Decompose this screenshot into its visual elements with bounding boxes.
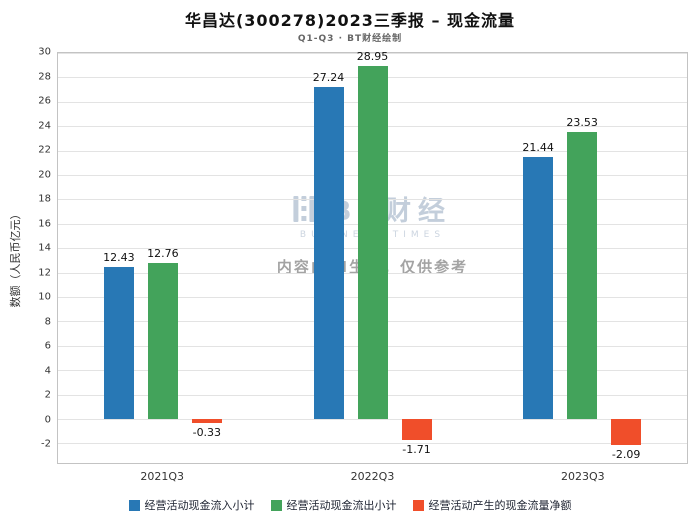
- y-tick-label: 30: [38, 46, 51, 58]
- y-tick-label: 4: [44, 365, 51, 377]
- bar-value-label: 21.44: [522, 141, 554, 155]
- y-tick-label: 24: [38, 120, 51, 132]
- bar-2023Q3-series2: [611, 419, 642, 445]
- y-tick-label: 10: [38, 291, 51, 303]
- legend-item-1: 经营活动现金流出小计: [270, 497, 397, 513]
- legend-swatch: [412, 499, 424, 511]
- bar-value-label: 12.43: [103, 251, 135, 265]
- gridline: [58, 443, 687, 445]
- bar-value-label: -0.33: [192, 426, 222, 440]
- bar-value-label: -2.09: [611, 447, 641, 461]
- bar-2022Q3-series1: [357, 65, 388, 420]
- y-tick-label: 8: [44, 316, 51, 328]
- bar-2022Q3-series0: [313, 86, 344, 420]
- bar-value-label: 28.95: [356, 49, 389, 63]
- bar-2023Q3-series0: [523, 157, 554, 420]
- legend-swatch: [128, 499, 140, 511]
- bar-2021Q3-series1: [147, 263, 178, 420]
- chart-title: 华昌达(300278)2023三季报 – 现金流量: [184, 11, 516, 30]
- gridline: [58, 419, 687, 421]
- bar-value-label: 23.53: [566, 115, 598, 129]
- y-tick-label: 2: [44, 389, 51, 401]
- legend-label: 经营活动产生的现金流量净额: [428, 499, 572, 512]
- bar-2023Q3-series1: [567, 131, 598, 420]
- y-tick-label: 22: [38, 144, 51, 156]
- legend-item-0: 经营活动现金流入小计: [128, 497, 255, 513]
- y-tick-label: 6: [44, 340, 51, 352]
- legend: 经营活动现金流入小计 经营活动现金流出小计 经营活动产生的现金流量净额: [0, 497, 700, 513]
- x-axis-labels: 2021Q3 2022Q3 2023Q3: [57, 470, 688, 486]
- x-tick-label: 2021Q3: [140, 470, 184, 483]
- y-tick-label: 18: [38, 193, 51, 205]
- y-tick-label: 14: [38, 242, 51, 254]
- legend-swatch: [270, 499, 282, 511]
- bar-value-label: 12.76: [147, 247, 179, 261]
- y-tick-label: 28: [38, 71, 51, 83]
- y-tick-label: 16: [38, 218, 51, 230]
- y-tick-label: 20: [38, 169, 51, 181]
- legend-item-2: 经营活动产生的现金流量净额: [412, 497, 572, 513]
- y-tick-label: 26: [38, 95, 51, 107]
- bt-logo-text: BT财经: [330, 196, 452, 228]
- y-tick-label: -2: [41, 438, 51, 450]
- x-tick-label: 2023Q3: [561, 470, 605, 483]
- plot-area: BT财经 BUSINESS TIMES 内容由AI生成，仅供参考 12.4312…: [57, 49, 688, 464]
- bar-2021Q3-series2: [191, 419, 222, 424]
- bar-value-label: 27.24: [312, 70, 345, 84]
- legend-label: 经营活动现金流出小计: [286, 499, 397, 512]
- y-tick-label: 0: [44, 414, 51, 426]
- y-axis-ticks: -2 0 2 4 6 8 10 12 14 16 18 20 22 24 26 28 30: [0, 47, 51, 464]
- legend-label: 经营活动现金流入小计: [144, 499, 255, 512]
- x-tick-label: 2022Q3: [350, 470, 395, 483]
- bar-2022Q3-series2: [401, 419, 432, 440]
- y-tick-label: 12: [38, 267, 51, 279]
- gridline: [58, 53, 687, 54]
- bar-value-label: -1.71: [402, 442, 431, 456]
- bar-2021Q3-series0: [103, 267, 134, 420]
- chart-subtitle: Q1-Q3 · BT财经绘制: [297, 34, 403, 44]
